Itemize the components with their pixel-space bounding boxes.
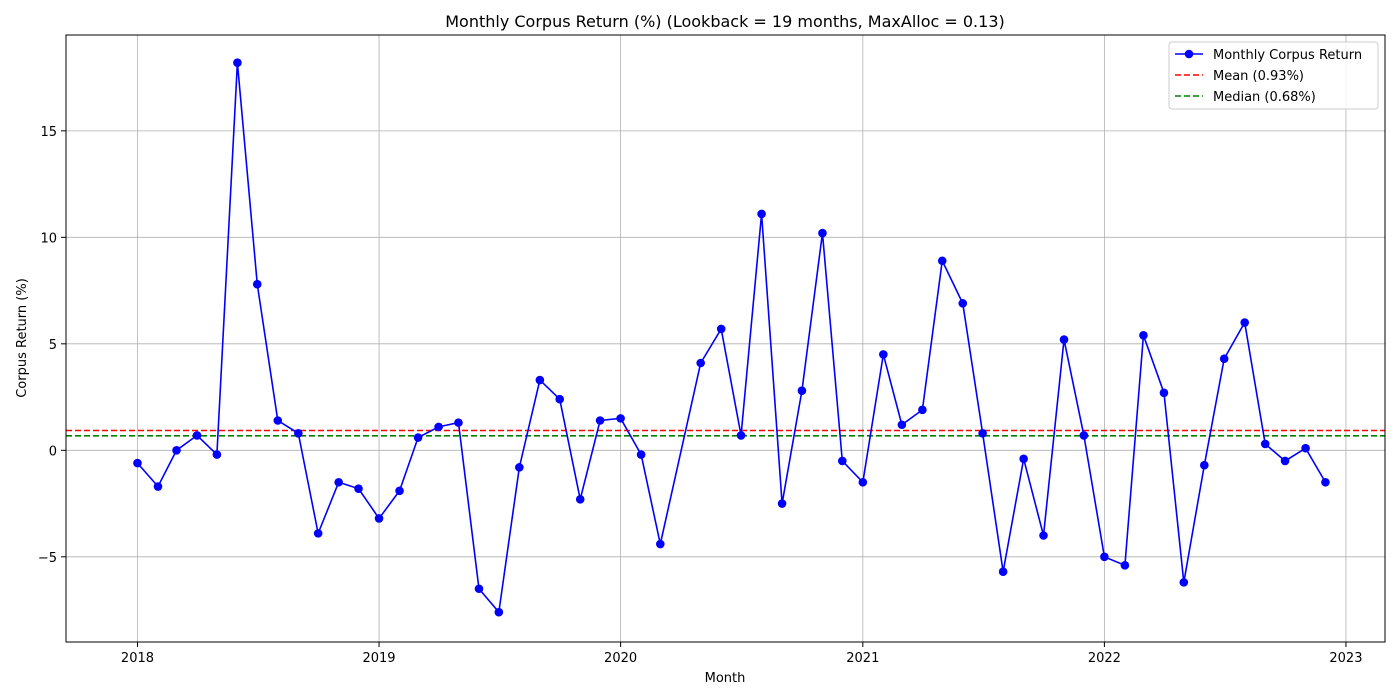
- legend-box: [1168, 41, 1379, 110]
- plot-frame: [65, 34, 1386, 643]
- y-tick-label: 10: [40, 231, 57, 246]
- data-point: [716, 324, 726, 334]
- data-point: [515, 463, 524, 472]
- data-point: [998, 567, 1008, 577]
- data-point: [535, 375, 545, 385]
- data-point: [1079, 431, 1089, 440]
- data-point: [555, 394, 565, 404]
- data-point: [334, 477, 343, 487]
- y-tick-label: 0: [49, 444, 57, 459]
- x-tick-label: 2020: [604, 651, 637, 666]
- data-point: [172, 446, 181, 455]
- data-point: [494, 607, 504, 617]
- x-axis-ticks: 2018 2019 2020 2021 2022 2023: [121, 642, 1362, 666]
- data-point: [293, 428, 303, 438]
- data-point: [736, 431, 746, 440]
- data-point: [1321, 477, 1330, 487]
- data-point: [1200, 460, 1209, 470]
- x-tick-label: 2018: [121, 651, 154, 666]
- data-point: [958, 299, 968, 308]
- data-point: [777, 499, 787, 508]
- legend-entry-series: Monthly Corpus Return: [1175, 48, 1362, 63]
- data-point: [575, 495, 585, 504]
- y-tick-label: −5: [38, 551, 57, 566]
- data-point: [1280, 456, 1290, 466]
- data-point: [153, 482, 163, 491]
- data-point: [636, 450, 646, 459]
- data-point: [595, 416, 605, 425]
- x-axis-title: Month: [705, 671, 746, 686]
- data-point: [273, 416, 283, 425]
- y-axis-ticks: −5 0 5 10 15: [38, 125, 66, 566]
- legend-entry-mean: Mean (0.93%): [1175, 69, 1304, 84]
- data-point: [133, 458, 142, 468]
- data-point: [1120, 561, 1130, 570]
- data-point: [1100, 552, 1109, 562]
- data-point: [374, 514, 384, 523]
- chart-title: Monthly Corpus Return (%) (Lookback = 19…: [445, 12, 1005, 31]
- grid: [66, 35, 1385, 642]
- data-point: [616, 414, 625, 423]
- legend-marker: [1184, 49, 1194, 59]
- data-point: [879, 350, 888, 359]
- legend-label: Monthly Corpus Return: [1213, 48, 1362, 63]
- data-point: [395, 486, 404, 496]
- data-point: [897, 420, 907, 430]
- data-point: [918, 405, 927, 415]
- data-point: [434, 422, 443, 432]
- data-point: [1039, 531, 1048, 540]
- legend-label: Mean (0.93%): [1213, 69, 1304, 84]
- data-point: [1139, 331, 1148, 340]
- reference-lines: [66, 429, 1385, 437]
- data-point: [1260, 439, 1270, 449]
- data-point: [978, 428, 987, 438]
- series-layer: [133, 58, 1330, 617]
- data-point: [212, 450, 222, 459]
- data-point: [696, 358, 705, 368]
- data-point: [454, 418, 463, 427]
- y-tick-label: 15: [40, 125, 57, 140]
- data-point: [858, 477, 868, 487]
- data-point: [656, 539, 665, 549]
- legend-label: Median (0.68%): [1213, 90, 1316, 105]
- data-point: [818, 228, 827, 238]
- data-point: [1219, 354, 1229, 364]
- data-point: [313, 529, 323, 538]
- data-point: [354, 484, 363, 493]
- data-point: [797, 386, 807, 395]
- data-point: [252, 279, 262, 289]
- data-point: [757, 209, 766, 219]
- data-point: [1059, 335, 1069, 344]
- y-axis-title: Corpus Return (%): [15, 278, 30, 398]
- data-point: [474, 584, 484, 594]
- data-point: [937, 256, 947, 266]
- legend: Monthly Corpus Return Mean (0.93%) Median …: [1168, 41, 1379, 110]
- x-tick-label: 2022: [1088, 651, 1121, 666]
- x-tick-label: 2023: [1329, 651, 1362, 666]
- data-point: [413, 433, 423, 442]
- legend-entry-median: Median (0.68%): [1175, 90, 1316, 105]
- data-point: [1240, 318, 1249, 327]
- data-point: [1019, 454, 1028, 464]
- data-point: [1301, 443, 1310, 453]
- data-point: [233, 58, 242, 67]
- x-tick-label: 2021: [846, 651, 879, 666]
- data-point: [838, 456, 847, 466]
- data-point: [1159, 388, 1169, 398]
- series-line: [136, 62, 1327, 615]
- data-point: [1179, 578, 1189, 587]
- data-point: [192, 431, 202, 440]
- x-tick-label: 2019: [362, 651, 395, 666]
- y-tick-label: 5: [49, 338, 57, 353]
